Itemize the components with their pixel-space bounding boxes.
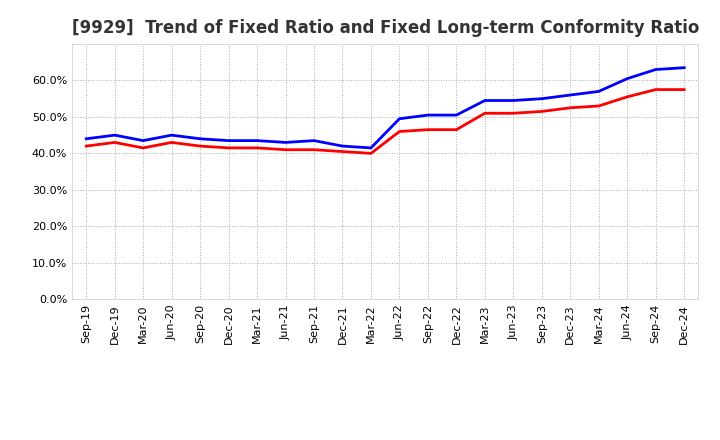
Title: [9929]  Trend of Fixed Ratio and Fixed Long-term Conformity Ratio: [9929] Trend of Fixed Ratio and Fixed Lo… [71,19,699,37]
Fixed Long-term Conformity Ratio [623,94,631,99]
Fixed Ratio [423,113,432,118]
Fixed Ratio [595,89,603,94]
Fixed Ratio [196,136,204,141]
Line: Fixed Ratio: Fixed Ratio [86,68,684,148]
Fixed Ratio [366,145,375,150]
Fixed Long-term Conformity Ratio [595,103,603,109]
Fixed Ratio [395,116,404,121]
Line: Fixed Long-term Conformity Ratio: Fixed Long-term Conformity Ratio [86,90,684,154]
Fixed Ratio [139,138,148,143]
Fixed Long-term Conformity Ratio [452,127,461,132]
Fixed Ratio [225,138,233,143]
Fixed Ratio [310,138,318,143]
Fixed Long-term Conformity Ratio [310,147,318,152]
Fixed Ratio [338,143,347,149]
Fixed Ratio [253,138,261,143]
Fixed Long-term Conformity Ratio [680,87,688,92]
Fixed Ratio [623,76,631,81]
Fixed Ratio [537,96,546,101]
Fixed Ratio [282,140,290,145]
Fixed Long-term Conformity Ratio [366,151,375,156]
Fixed Ratio [566,92,575,98]
Fixed Long-term Conformity Ratio [110,140,119,145]
Fixed Ratio [680,65,688,70]
Fixed Long-term Conformity Ratio [167,140,176,145]
Fixed Long-term Conformity Ratio [423,127,432,132]
Fixed Long-term Conformity Ratio [282,147,290,152]
Fixed Long-term Conformity Ratio [338,149,347,154]
Fixed Ratio [167,132,176,138]
Fixed Ratio [652,67,660,72]
Fixed Ratio [452,113,461,118]
Fixed Ratio [509,98,518,103]
Fixed Long-term Conformity Ratio [509,110,518,116]
Fixed Long-term Conformity Ratio [652,87,660,92]
Fixed Long-term Conformity Ratio [139,145,148,150]
Fixed Ratio [480,98,489,103]
Fixed Long-term Conformity Ratio [537,109,546,114]
Fixed Long-term Conformity Ratio [253,145,261,150]
Legend: Fixed Ratio, Fixed Long-term Conformity Ratio: Fixed Ratio, Fixed Long-term Conformity … [190,438,580,440]
Fixed Long-term Conformity Ratio [480,110,489,116]
Fixed Long-term Conformity Ratio [196,143,204,149]
Fixed Long-term Conformity Ratio [395,129,404,134]
Fixed Long-term Conformity Ratio [566,105,575,110]
Fixed Ratio [110,132,119,138]
Fixed Ratio [82,136,91,141]
Fixed Long-term Conformity Ratio [225,145,233,150]
Fixed Long-term Conformity Ratio [82,143,91,149]
